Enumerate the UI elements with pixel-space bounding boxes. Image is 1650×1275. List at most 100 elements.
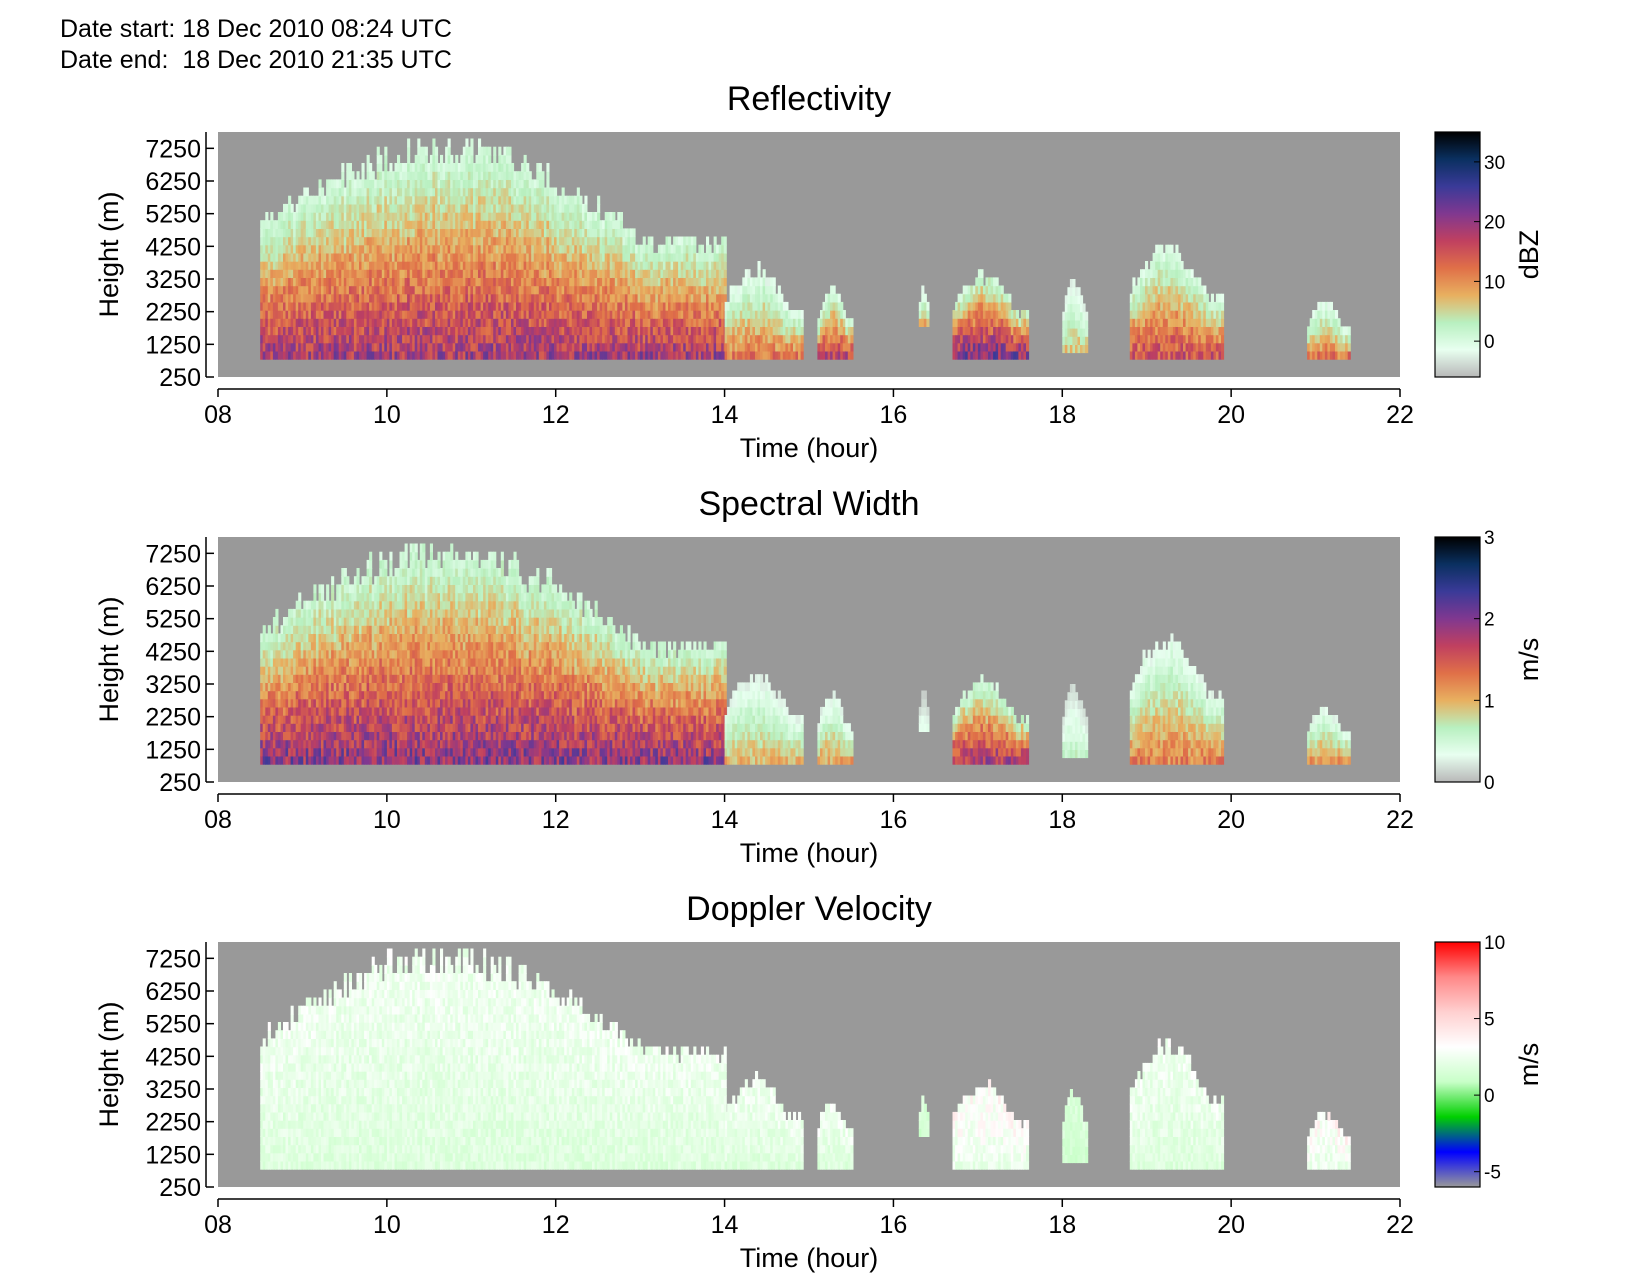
echo-cell — [283, 318, 287, 327]
echo-cell — [521, 293, 525, 303]
echo-cell — [402, 179, 406, 189]
echo-cell — [394, 269, 398, 278]
echo-cell — [442, 350, 446, 360]
echo-cell — [272, 293, 276, 303]
echo-cell — [521, 342, 525, 352]
echo-cell — [321, 277, 325, 287]
echo-cell — [295, 252, 299, 262]
echo-cell — [389, 293, 393, 303]
echo-cell — [384, 195, 388, 205]
echo-cell — [356, 318, 360, 327]
echo-cell — [470, 269, 474, 278]
echo-cell — [290, 269, 294, 278]
echo-cell — [422, 228, 426, 238]
echo-cell — [379, 179, 383, 189]
echo-cell — [429, 187, 433, 197]
echo-cell — [440, 244, 444, 254]
echo-cell — [386, 220, 390, 229]
echo-cell — [531, 326, 535, 336]
echo-cell — [346, 212, 350, 221]
echo-cell — [402, 310, 406, 319]
echo-cell — [369, 203, 373, 213]
echo-cell — [1335, 310, 1339, 319]
echo-cell — [366, 269, 370, 278]
echo-cell — [452, 252, 456, 262]
echo-cell — [467, 195, 471, 205]
echo-cell — [369, 244, 373, 254]
echo-cell — [343, 261, 347, 270]
echo-cell — [351, 301, 355, 311]
echo-cell — [473, 293, 477, 303]
echo-cell — [437, 293, 441, 303]
echo-cell — [371, 244, 375, 254]
echo-cell — [518, 236, 522, 246]
echo-cell — [483, 154, 487, 164]
echo-cell — [455, 228, 459, 238]
echo-cell — [293, 342, 297, 352]
echo-cell — [457, 269, 461, 278]
echo-cell — [293, 244, 297, 254]
echo-cell — [445, 293, 449, 303]
echo-cell — [531, 301, 535, 311]
echo-cell — [417, 171, 421, 180]
echo-cell — [619, 220, 623, 229]
echo-cell — [356, 203, 360, 213]
echo-cell — [495, 228, 499, 238]
echo-cell — [467, 203, 471, 213]
echo-cell — [447, 252, 451, 262]
echo-cell — [417, 293, 421, 303]
echo-cell — [440, 277, 444, 287]
echo-cell — [785, 301, 789, 311]
echo-cell — [465, 203, 469, 213]
echo-cell — [331, 203, 335, 213]
echo-cell — [435, 293, 439, 303]
echo-cell — [513, 285, 517, 295]
echo-cell — [531, 293, 535, 303]
echo-cell — [457, 163, 461, 172]
echo-cell — [533, 310, 537, 319]
echo-cell — [351, 293, 355, 303]
echo-cell — [285, 244, 289, 254]
echo-cell — [513, 187, 517, 197]
echo-cell — [343, 350, 347, 360]
echo-cell — [427, 350, 431, 360]
echo-cell — [521, 334, 525, 344]
echo-cell — [777, 285, 781, 295]
echo-cell — [394, 293, 398, 303]
echo-cell — [435, 318, 439, 327]
echo-cell — [432, 146, 436, 156]
echo-cell — [275, 261, 279, 270]
echo-cell — [386, 342, 390, 352]
echo-cell — [267, 318, 271, 327]
echo-cell — [280, 310, 284, 319]
echo-cell — [267, 301, 271, 311]
echo-cell — [293, 261, 297, 270]
echo-cell — [455, 326, 459, 336]
echo-cell — [409, 163, 413, 172]
echo-cell — [470, 212, 474, 221]
echo-cell — [1221, 326, 1225, 336]
echo-cell — [348, 301, 352, 311]
echo-cell — [516, 293, 520, 303]
echo-cell — [353, 301, 357, 311]
echo-cell — [483, 236, 487, 246]
echo-cell — [526, 244, 530, 254]
echo-cell — [465, 146, 469, 156]
echo-cell — [346, 228, 350, 238]
echo-cell — [427, 195, 431, 205]
echo-cell — [541, 236, 545, 246]
echo-cell — [283, 220, 287, 229]
echo-cell — [475, 228, 479, 238]
echo-cell — [318, 252, 322, 262]
echo-cell — [290, 293, 294, 303]
echo-cell — [508, 326, 512, 336]
echo-cell — [346, 310, 350, 319]
echo-cell — [338, 342, 342, 352]
echo-cell — [450, 228, 454, 238]
echo-cell — [290, 326, 294, 336]
echo-cell — [379, 301, 383, 311]
echo-cell — [450, 163, 454, 172]
echo-cell — [376, 171, 380, 180]
echo-cell — [315, 285, 319, 295]
echo-cell — [518, 179, 522, 189]
